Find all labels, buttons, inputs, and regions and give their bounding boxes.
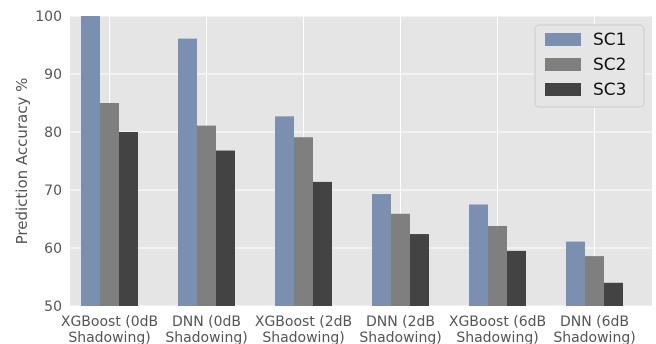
x-tick-label: XGBoost (0dB Shadowing) [61, 314, 158, 344]
legend-swatch-sc1 [545, 33, 581, 46]
bar-sc3-2 [216, 150, 235, 306]
y-tick-label: 50 [44, 299, 62, 315]
bar-sc1-4 [372, 194, 391, 306]
legend-swatch-sc3 [545, 83, 581, 96]
x-tick-label: DNN (2dB Shadowing) [359, 314, 441, 344]
legend-label-sc2: SC2 [593, 55, 626, 75]
bar-sc2-4 [391, 213, 410, 306]
bar-sc2-6 [585, 256, 604, 306]
legend-label-sc1: SC1 [593, 30, 626, 50]
y-tick-label: 100 [35, 9, 62, 25]
bar-sc3-3 [313, 181, 332, 306]
bar-sc3-6 [604, 282, 623, 306]
x-tick-label: XGBoost (6dB Shadowing) [449, 314, 546, 344]
y-axis-label: Prediction Accuracy % [13, 78, 31, 245]
x-tick-label: DNN (6dB Shadowing) [553, 314, 635, 344]
legend-label-sc3: SC3 [593, 80, 626, 100]
bar-sc1-6 [566, 241, 585, 306]
legend-swatch-sc2 [545, 58, 581, 71]
bar-sc2-1 [100, 103, 119, 306]
bar-sc2-5 [488, 225, 507, 306]
x-tick-labels: XGBoost (0dB Shadowing)DNN (0dB Shadowing)… [61, 314, 636, 344]
y-tick-label: 70 [44, 183, 62, 199]
bar-sc2-3 [294, 137, 313, 306]
bar-sc3-5 [507, 250, 526, 306]
y-tick-label: 90 [44, 67, 62, 83]
x-tick-label: XGBoost (2dB Shadowing) [255, 314, 352, 344]
x-tick-label: DNN (0dB Shadowing) [165, 314, 247, 344]
bar-sc1-2 [178, 38, 197, 307]
y-tick-label: 80 [44, 125, 62, 141]
bar-sc1-3 [275, 116, 294, 306]
bar-sc1-1 [81, 16, 100, 306]
legend: SC1 SC2 SC3 [534, 24, 645, 108]
bar-sc3-1 [119, 132, 138, 306]
bar-sc1-5 [469, 204, 488, 306]
bar-sc3-4 [410, 234, 429, 306]
bars [81, 16, 623, 307]
bar-sc2-2 [197, 125, 216, 307]
y-tick-labels: 50 60 70 80 90 100 [35, 9, 62, 315]
y-tick-label: 60 [44, 241, 62, 257]
